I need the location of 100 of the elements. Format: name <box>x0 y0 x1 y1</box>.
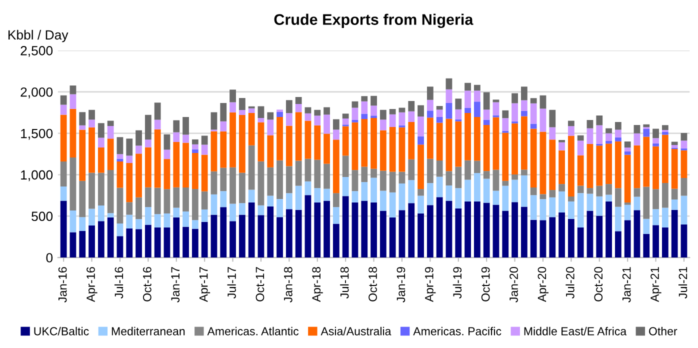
bar <box>154 227 161 258</box>
bar <box>474 173 480 202</box>
bar <box>352 122 358 170</box>
bar <box>520 170 528 176</box>
bar <box>98 172 104 206</box>
bar <box>436 110 443 118</box>
bar <box>98 206 104 222</box>
bar <box>342 126 349 156</box>
bar <box>680 140 688 148</box>
bar <box>606 140 612 144</box>
bar <box>192 144 198 150</box>
y-tick-label: 500 <box>32 212 53 222</box>
bar <box>98 123 104 138</box>
x-tick-label: Oct-18 <box>368 267 377 302</box>
bar <box>624 154 631 203</box>
bar <box>107 217 114 258</box>
bar <box>418 105 424 117</box>
bar <box>389 217 396 258</box>
bar <box>370 202 377 258</box>
bar <box>192 189 198 220</box>
bar <box>314 160 321 188</box>
bar <box>398 112 406 126</box>
bar <box>530 220 537 258</box>
bar <box>276 112 283 117</box>
bar <box>238 98 246 110</box>
bar <box>380 170 386 191</box>
x-tick-label: Jan-19 <box>396 267 406 302</box>
bar <box>173 132 180 142</box>
y-tick-label: 1,000 <box>21 170 53 182</box>
bar <box>192 228 198 258</box>
chart-title: Crude Exports from Nigeria <box>274 14 474 28</box>
bar <box>586 194 594 211</box>
bar <box>530 128 537 188</box>
bar <box>361 101 368 114</box>
bar <box>492 204 500 258</box>
bar <box>286 100 292 114</box>
bar <box>192 139 198 144</box>
bar <box>474 201 480 258</box>
x-tick-label: Jan-16 <box>58 267 67 302</box>
bar <box>248 202 255 258</box>
legend-label: Mediterranean <box>112 326 185 336</box>
x-tick-label: Jan-17 <box>171 267 180 302</box>
bar <box>304 107 312 114</box>
bar <box>446 103 452 119</box>
bar <box>530 98 537 104</box>
bar <box>652 146 659 190</box>
bar <box>398 183 406 210</box>
bar <box>304 120 312 159</box>
bar <box>418 136 424 145</box>
bar <box>662 227 668 258</box>
bar <box>512 174 518 180</box>
bar <box>295 186 302 210</box>
bar <box>540 220 546 258</box>
bar <box>492 117 500 170</box>
bar <box>258 122 264 162</box>
bar <box>540 194 546 200</box>
bar <box>418 144 424 190</box>
bar <box>380 120 386 130</box>
bar <box>238 214 246 258</box>
bar <box>324 107 330 115</box>
bar <box>464 180 471 202</box>
bar <box>671 188 678 200</box>
bar <box>210 214 218 258</box>
bar <box>512 93 518 104</box>
bar <box>586 210 594 258</box>
bar <box>258 106 264 118</box>
bar <box>483 92 490 110</box>
bar <box>314 188 321 202</box>
bar <box>126 163 133 202</box>
bar <box>446 185 452 201</box>
bar <box>70 108 76 158</box>
bar <box>474 116 480 161</box>
bar <box>60 200 67 258</box>
bar <box>79 112 86 126</box>
bar <box>408 203 415 258</box>
bar <box>474 84 480 91</box>
bar <box>352 191 358 202</box>
bar <box>258 161 264 206</box>
bar <box>173 142 180 188</box>
bar <box>342 156 349 178</box>
bar <box>295 210 302 258</box>
bar <box>512 202 518 258</box>
bar <box>643 234 650 258</box>
bar <box>314 110 321 116</box>
bar <box>304 181 312 196</box>
bar <box>455 166 462 188</box>
bar <box>88 208 95 226</box>
bar <box>116 161 124 188</box>
bar <box>116 223 124 236</box>
bar <box>295 104 302 112</box>
bar <box>192 220 198 229</box>
bar <box>577 135 584 141</box>
bar <box>652 138 659 144</box>
bar <box>634 196 640 210</box>
bar <box>606 201 612 258</box>
bar <box>624 152 631 155</box>
x-tick-label: Oct-16 <box>142 267 152 302</box>
bar <box>596 116 603 126</box>
bar <box>79 130 86 181</box>
bar <box>502 132 509 181</box>
